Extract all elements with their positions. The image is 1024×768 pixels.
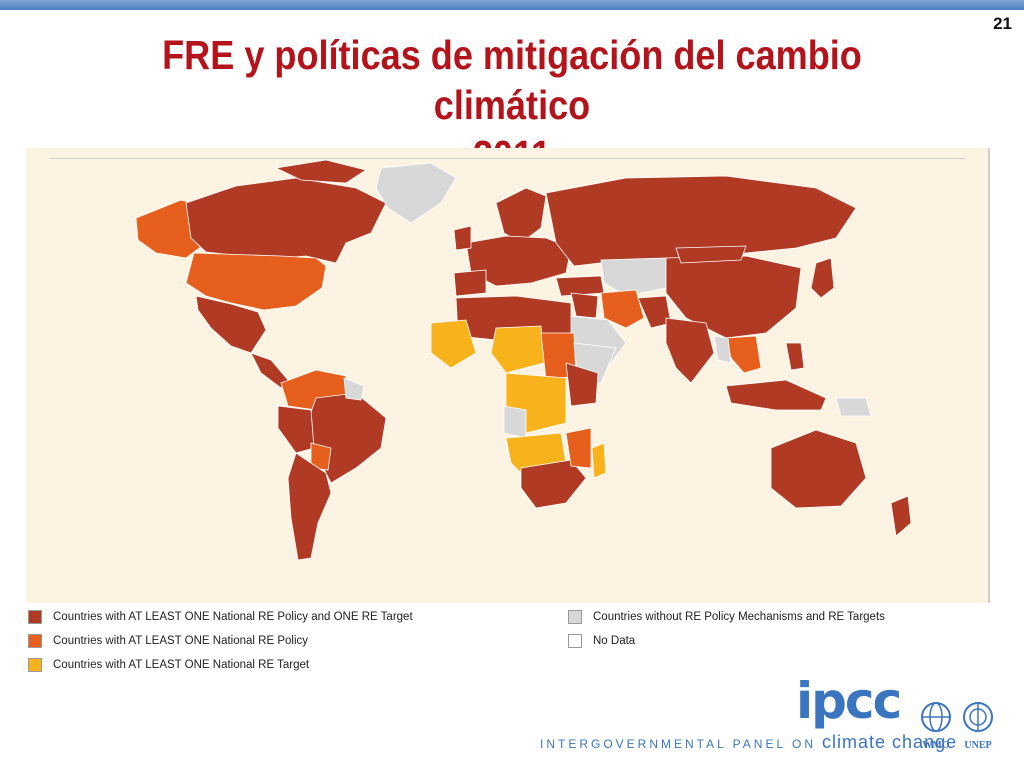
top-accent-bar — [0, 0, 1024, 10]
ipcc-tagline: INTERGOVERNMENTAL PANEL ON climate chang… — [540, 732, 957, 753]
region-south-africa — [520, 459, 587, 509]
tagline-big: climate change — [822, 732, 958, 752]
legend-item-policy-and-target: Countries with AT LEAST ONE National RE … — [28, 610, 413, 624]
region-china — [665, 255, 802, 339]
region-papua — [835, 397, 872, 417]
legend-item-none: Countries without RE Policy Mechanisms a… — [568, 610, 885, 624]
region-canada — [185, 177, 387, 264]
region-west-africa — [430, 319, 477, 369]
region-canada-islands — [274, 159, 367, 184]
legend-label: Countries with AT LEAST ONE National RE … — [53, 611, 413, 623]
region-new-zealand — [890, 495, 912, 537]
page-number: 21 — [993, 14, 1012, 33]
region-bolivia — [310, 442, 332, 471]
unep-emblem: UNEP — [958, 700, 998, 751]
region-japan — [810, 257, 835, 299]
legend-swatch — [28, 658, 42, 672]
legend-item-target-only: Countries with AT LEAST ONE National RE … — [28, 658, 309, 672]
region-greenland — [375, 162, 457, 224]
region-australia — [770, 429, 867, 509]
region-mongolia — [675, 245, 747, 264]
legend-swatch — [568, 634, 582, 648]
region-mozambique — [565, 427, 592, 469]
region-southeast-asia — [725, 335, 762, 374]
region-niger-chad — [490, 325, 545, 374]
region-middle-east — [570, 292, 599, 319]
unep-globe-icon — [963, 702, 993, 732]
wmo-emblem: WMO — [916, 700, 956, 751]
region-guianas — [343, 377, 365, 401]
region-madagascar — [591, 442, 607, 479]
region-turkey — [555, 275, 605, 297]
legend-label: No Data — [593, 635, 636, 647]
region-iran — [600, 289, 645, 329]
region-indonesia — [725, 379, 827, 411]
legend-label: Countries with AT LEAST ONE National RE … — [53, 635, 309, 647]
region-ethiopia-kenya — [565, 362, 599, 407]
title-line-1: FRE y políticas de mitigación del cambio… — [162, 32, 862, 128]
tagline-small: INTERGOVERNMENTAL PANEL ON — [540, 737, 817, 751]
world-map — [26, 148, 990, 603]
region-argentina-chile — [287, 452, 332, 561]
ipcc-logo: ipcc — [796, 672, 902, 730]
region-congo — [503, 405, 527, 439]
region-russia — [545, 175, 857, 267]
region-scandinavia — [495, 187, 547, 244]
wmo-label: WMO — [922, 740, 950, 751]
region-india — [665, 317, 715, 384]
legend-item-no-data: No Data — [568, 634, 635, 648]
slide-title: FRE y políticas de mitigación del cambio… — [88, 30, 936, 180]
map-legend: Countries with AT LEAST ONE National RE … — [28, 606, 928, 676]
legend-label: Countries without RE Policy Mechanisms a… — [593, 611, 885, 623]
region-myanmar — [713, 335, 732, 364]
region-uk — [453, 225, 472, 251]
wmo-globe-icon — [921, 702, 951, 732]
map-top-rule — [50, 158, 965, 159]
region-philippines — [785, 342, 805, 371]
legend-item-policy-only: Countries with AT LEAST ONE National RE … — [28, 634, 308, 648]
region-peru — [277, 405, 315, 454]
legend-swatch — [568, 610, 582, 624]
legend-swatch — [28, 634, 42, 648]
region-kazakhstan — [600, 257, 667, 297]
region-iberia — [453, 269, 487, 297]
legend-label: Countries with AT LEAST ONE National RE … — [53, 659, 310, 671]
legend-swatch — [28, 610, 42, 624]
world-map-svg — [135, 159, 912, 561]
region-united-states — [185, 252, 327, 311]
unep-label: UNEP — [964, 740, 992, 751]
